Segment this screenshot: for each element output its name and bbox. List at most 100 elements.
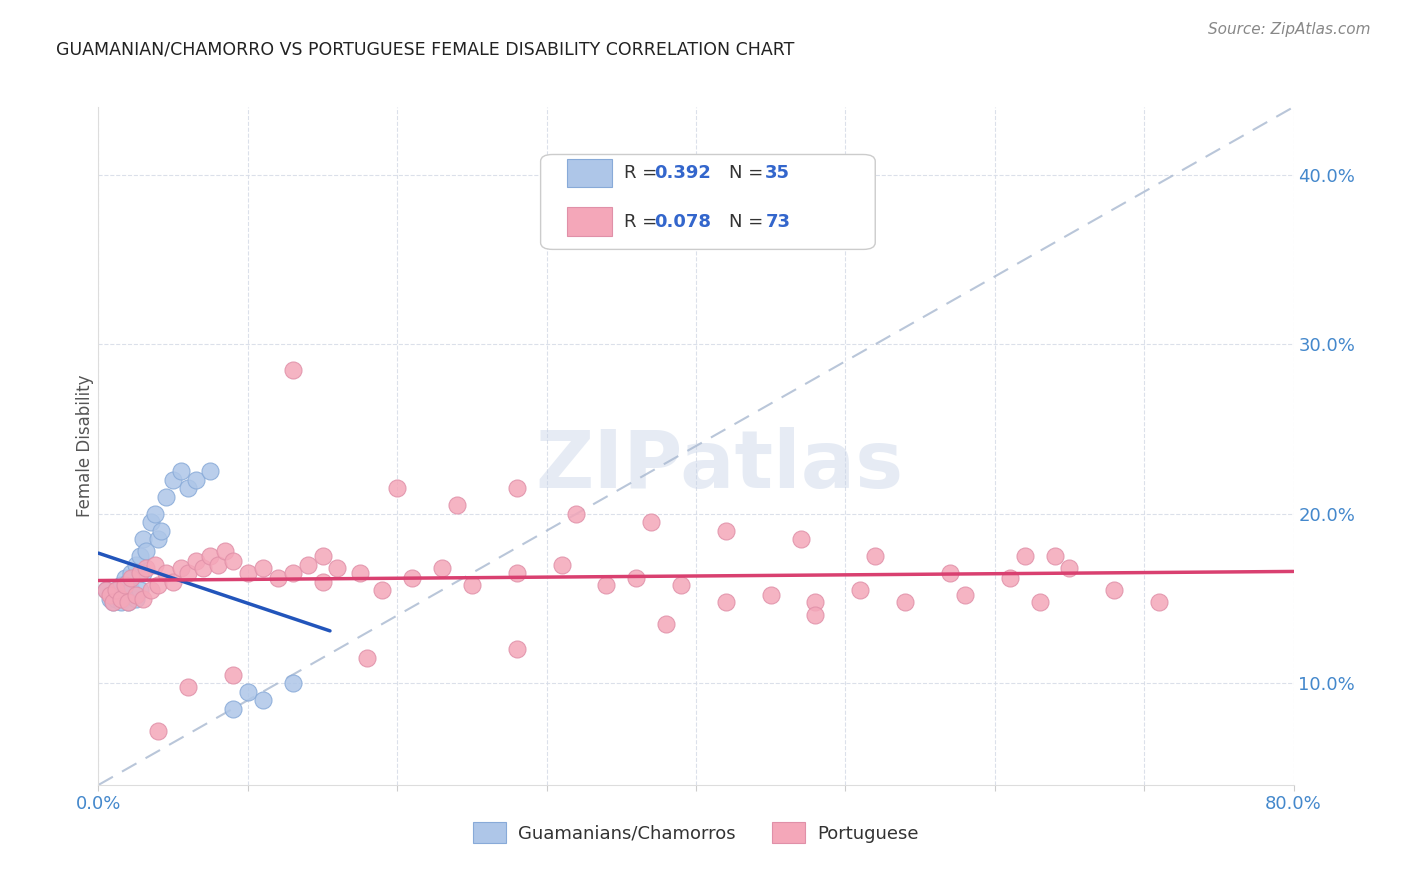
Point — [117, 595, 139, 609]
Point — [150, 524, 173, 538]
Point — [148, 723, 170, 738]
Point — [200, 549, 222, 564]
Point — [939, 566, 962, 580]
Point — [129, 566, 152, 580]
Point — [114, 578, 136, 592]
Point — [759, 588, 782, 602]
Point — [894, 595, 917, 609]
Point — [326, 561, 349, 575]
Point — [110, 578, 132, 592]
Point — [626, 571, 648, 585]
Point — [184, 554, 207, 568]
Point — [114, 588, 136, 602]
Point — [177, 481, 200, 495]
Point — [120, 566, 142, 580]
Point — [200, 464, 222, 478]
Point — [506, 481, 529, 495]
Point — [98, 591, 122, 606]
Text: 73: 73 — [765, 212, 790, 231]
Point — [214, 544, 236, 558]
Point — [506, 566, 529, 580]
Point — [114, 571, 136, 585]
Point — [120, 571, 142, 585]
Point — [135, 544, 157, 558]
Point — [105, 591, 128, 606]
Text: 0.078: 0.078 — [654, 212, 711, 231]
Point — [565, 507, 588, 521]
Text: 35: 35 — [765, 164, 790, 182]
Point — [849, 583, 872, 598]
Point — [177, 680, 200, 694]
Point — [311, 549, 333, 564]
Point — [117, 595, 139, 609]
Point — [356, 651, 378, 665]
Text: 0.392: 0.392 — [654, 164, 711, 182]
Text: ZIPatlas: ZIPatlas — [536, 427, 904, 506]
Point — [1104, 583, 1126, 598]
Point — [125, 591, 148, 606]
Point — [281, 363, 304, 377]
Point — [1147, 595, 1170, 609]
Point — [117, 574, 139, 589]
Point — [714, 595, 737, 609]
Point — [1028, 595, 1050, 609]
Point — [804, 608, 827, 623]
Point — [430, 561, 453, 575]
Point — [252, 693, 274, 707]
Point — [103, 595, 125, 609]
FancyBboxPatch shape — [567, 207, 613, 235]
Point — [184, 473, 207, 487]
Point — [1043, 549, 1066, 564]
Text: N =: N = — [730, 212, 769, 231]
Point — [132, 566, 155, 580]
Point — [207, 558, 229, 572]
FancyBboxPatch shape — [541, 154, 876, 250]
Point — [132, 532, 155, 546]
Point — [125, 588, 148, 602]
Point — [143, 507, 166, 521]
Point — [789, 532, 811, 546]
Point — [132, 591, 155, 606]
Point — [236, 566, 259, 580]
Point — [155, 490, 177, 504]
Point — [506, 642, 529, 657]
Point — [94, 583, 117, 598]
Point — [297, 558, 319, 572]
Point — [125, 558, 148, 572]
Point — [267, 571, 290, 585]
Point — [222, 701, 245, 715]
Text: R =: R = — [624, 164, 664, 182]
Point — [461, 578, 484, 592]
Point — [94, 583, 117, 598]
Point — [252, 561, 274, 575]
Text: R =: R = — [624, 212, 664, 231]
Point — [222, 554, 245, 568]
Point — [148, 578, 170, 592]
Point — [550, 558, 572, 572]
Point — [105, 583, 128, 598]
Point — [143, 558, 166, 572]
Point — [103, 595, 125, 609]
Point — [103, 588, 125, 602]
Point — [129, 583, 152, 598]
Point — [129, 549, 152, 564]
FancyBboxPatch shape — [567, 159, 613, 187]
Point — [669, 578, 692, 592]
Legend: Guamanians/Chamorros, Portuguese: Guamanians/Chamorros, Portuguese — [465, 815, 927, 850]
Point — [655, 617, 678, 632]
Point — [349, 566, 371, 580]
Point — [865, 549, 887, 564]
Point — [177, 566, 200, 580]
Text: GUAMANIAN/CHAMORRO VS PORTUGUESE FEMALE DISABILITY CORRELATION CHART: GUAMANIAN/CHAMORRO VS PORTUGUESE FEMALE … — [56, 40, 794, 58]
Text: N =: N = — [730, 164, 769, 182]
Point — [953, 588, 976, 602]
Point — [595, 578, 617, 592]
Point — [804, 595, 827, 609]
Point — [998, 571, 1021, 585]
Point — [162, 473, 184, 487]
Point — [110, 595, 132, 609]
Point — [371, 583, 394, 598]
Point — [714, 524, 737, 538]
Point — [236, 685, 259, 699]
Point — [139, 583, 162, 598]
